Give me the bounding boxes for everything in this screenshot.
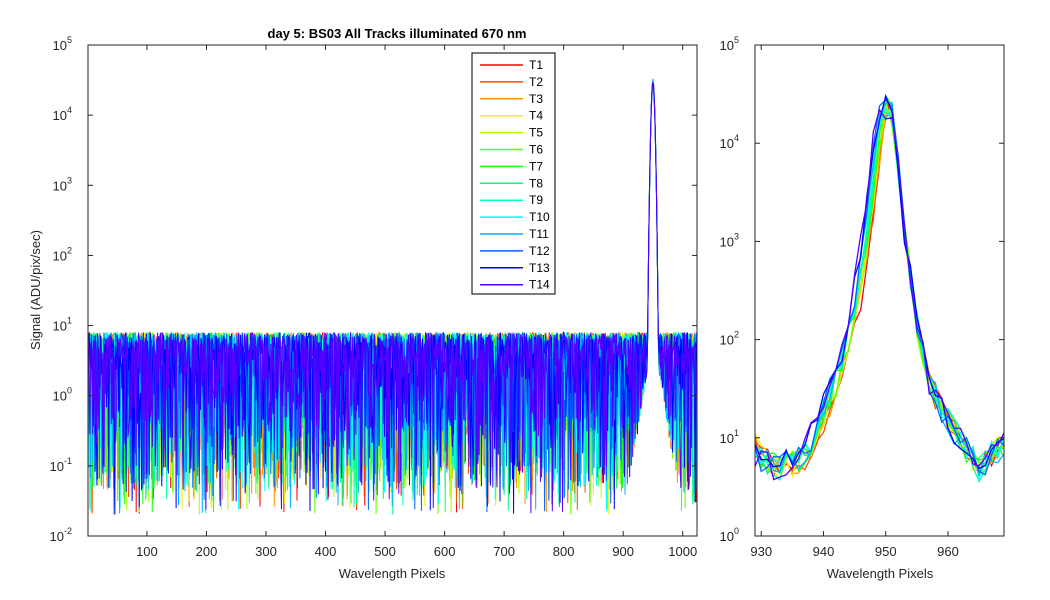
y-tick-exponent: -2 [64,526,72,536]
legend-label-t12: T12 [529,244,550,258]
y-tick-base: 10 [50,459,64,474]
zoom-x-ticks: 930 940 950 960 [750,45,959,559]
legend-label-t1: T1 [529,58,543,72]
y-tick-label: 104 [720,133,739,151]
y-tick-exponent: 0 [734,526,739,536]
y-tick-exponent: 3 [67,175,72,185]
main-spectrum-chart: day 5: BS03 All Tracks illuminated 670 n… [28,26,698,581]
y-tick-base: 10 [53,178,67,193]
y-tick-label: 105 [720,35,739,53]
zoom-series-group [754,93,1005,484]
legend: T1 T2 T3 T4 T5 T6 T7 T8 T9 T10 T11 T12 T13 T14 [471,52,556,295]
legend-label-t4: T4 [529,109,543,123]
legend-label-t2: T2 [529,75,543,89]
x-tick-label: 500 [374,544,396,559]
x-tick-label: 950 [875,544,897,559]
x-tick-label: 700 [493,544,515,559]
x-tick-label: 300 [255,544,277,559]
legend-label-t14: T14 [529,278,550,292]
y-tick-exponent: -1 [64,456,72,466]
y-tick-exponent: 1 [67,316,72,326]
y-tick-label: 103 [53,175,72,193]
y-tick-base: 10 [53,108,67,123]
x-tick-label: 1000 [668,544,697,559]
y-tick-base: 10 [53,389,67,404]
y-tick-exponent: 2 [67,245,72,255]
main-series-group [87,78,698,515]
chart-title: day 5: BS03 All Tracks illuminated 670 n… [268,26,527,41]
x-tick-label: 960 [937,544,959,559]
y-tick-label: 101 [720,428,739,446]
main-x-ticks: 100 200 300 400 500 600 700 800 900 1000 [136,45,697,559]
legend-label-t9: T9 [529,193,543,207]
x-tick-label: 900 [612,544,634,559]
x-tick-label: 940 [813,544,835,559]
y-tick-label: 100 [53,386,72,404]
zoom-series-line-t3 [754,106,1005,475]
y-tick-base: 10 [720,136,734,151]
legend-label-t10: T10 [529,210,550,224]
y-tick-base: 10 [720,333,734,348]
x-tick-label: 400 [315,544,337,559]
y-tick-exponent: 5 [67,35,72,45]
y-tick-base: 10 [50,529,64,544]
y-tick-exponent: 5 [734,35,739,45]
y-tick-label: 102 [53,245,72,263]
y-tick-base: 10 [720,529,734,544]
y-tick-exponent: 4 [734,133,739,143]
x-tick-label: 930 [750,544,772,559]
y-tick-label: 101 [53,316,72,334]
x-tick-label: 600 [434,544,456,559]
y-tick-exponent: 4 [67,105,72,115]
y-tick-label: 104 [53,105,72,123]
legend-box [471,52,556,295]
y-tick-label: 105 [53,35,72,53]
y-tick-label: 10-2 [50,526,72,544]
zoom-series-line-t13 [754,93,1005,470]
main-x-axis-label: Wavelength Pixels [339,566,446,581]
series-line-t14 [87,81,698,514]
legend-label-t11: T11 [529,227,549,241]
x-tick-label: 100 [136,544,158,559]
legend-label-t6: T6 [529,143,543,157]
y-tick-label: 102 [720,330,739,348]
y-tick-base: 10 [53,319,67,334]
y-tick-exponent: 1 [734,428,739,438]
main-y-axis-label: Signal (ADU/pix/sec) [28,230,43,350]
y-tick-base: 10 [720,431,734,446]
y-tick-exponent: 0 [67,386,72,396]
main-axes-box [87,44,698,537]
y-tick-base: 10 [53,248,67,263]
legend-label-t13: T13 [529,261,550,275]
y-tick-base: 10 [720,38,734,53]
y-tick-base: 10 [720,234,734,249]
zoom-series-line-t12 [754,98,1005,476]
legend-label-t7: T7 [529,159,543,173]
y-tick-label: 10-1 [50,456,72,474]
legend-label-t5: T5 [529,126,543,140]
zoom-x-axis-label: Wavelength Pixels [827,566,934,581]
legend-label-t8: T8 [529,176,543,190]
y-tick-base: 10 [53,38,67,53]
legend-label-t3: T3 [529,92,543,106]
y-tick-label: 103 [720,231,739,249]
zoom-series-line-t14 [754,108,1005,481]
y-tick-label: 100 [720,526,739,544]
x-tick-label: 800 [553,544,575,559]
series-line-t13 [87,83,698,515]
x-tick-label: 200 [196,544,218,559]
y-tick-exponent: 2 [734,330,739,340]
y-tick-exponent: 3 [734,231,739,241]
zoom-axes-box [754,44,1005,537]
